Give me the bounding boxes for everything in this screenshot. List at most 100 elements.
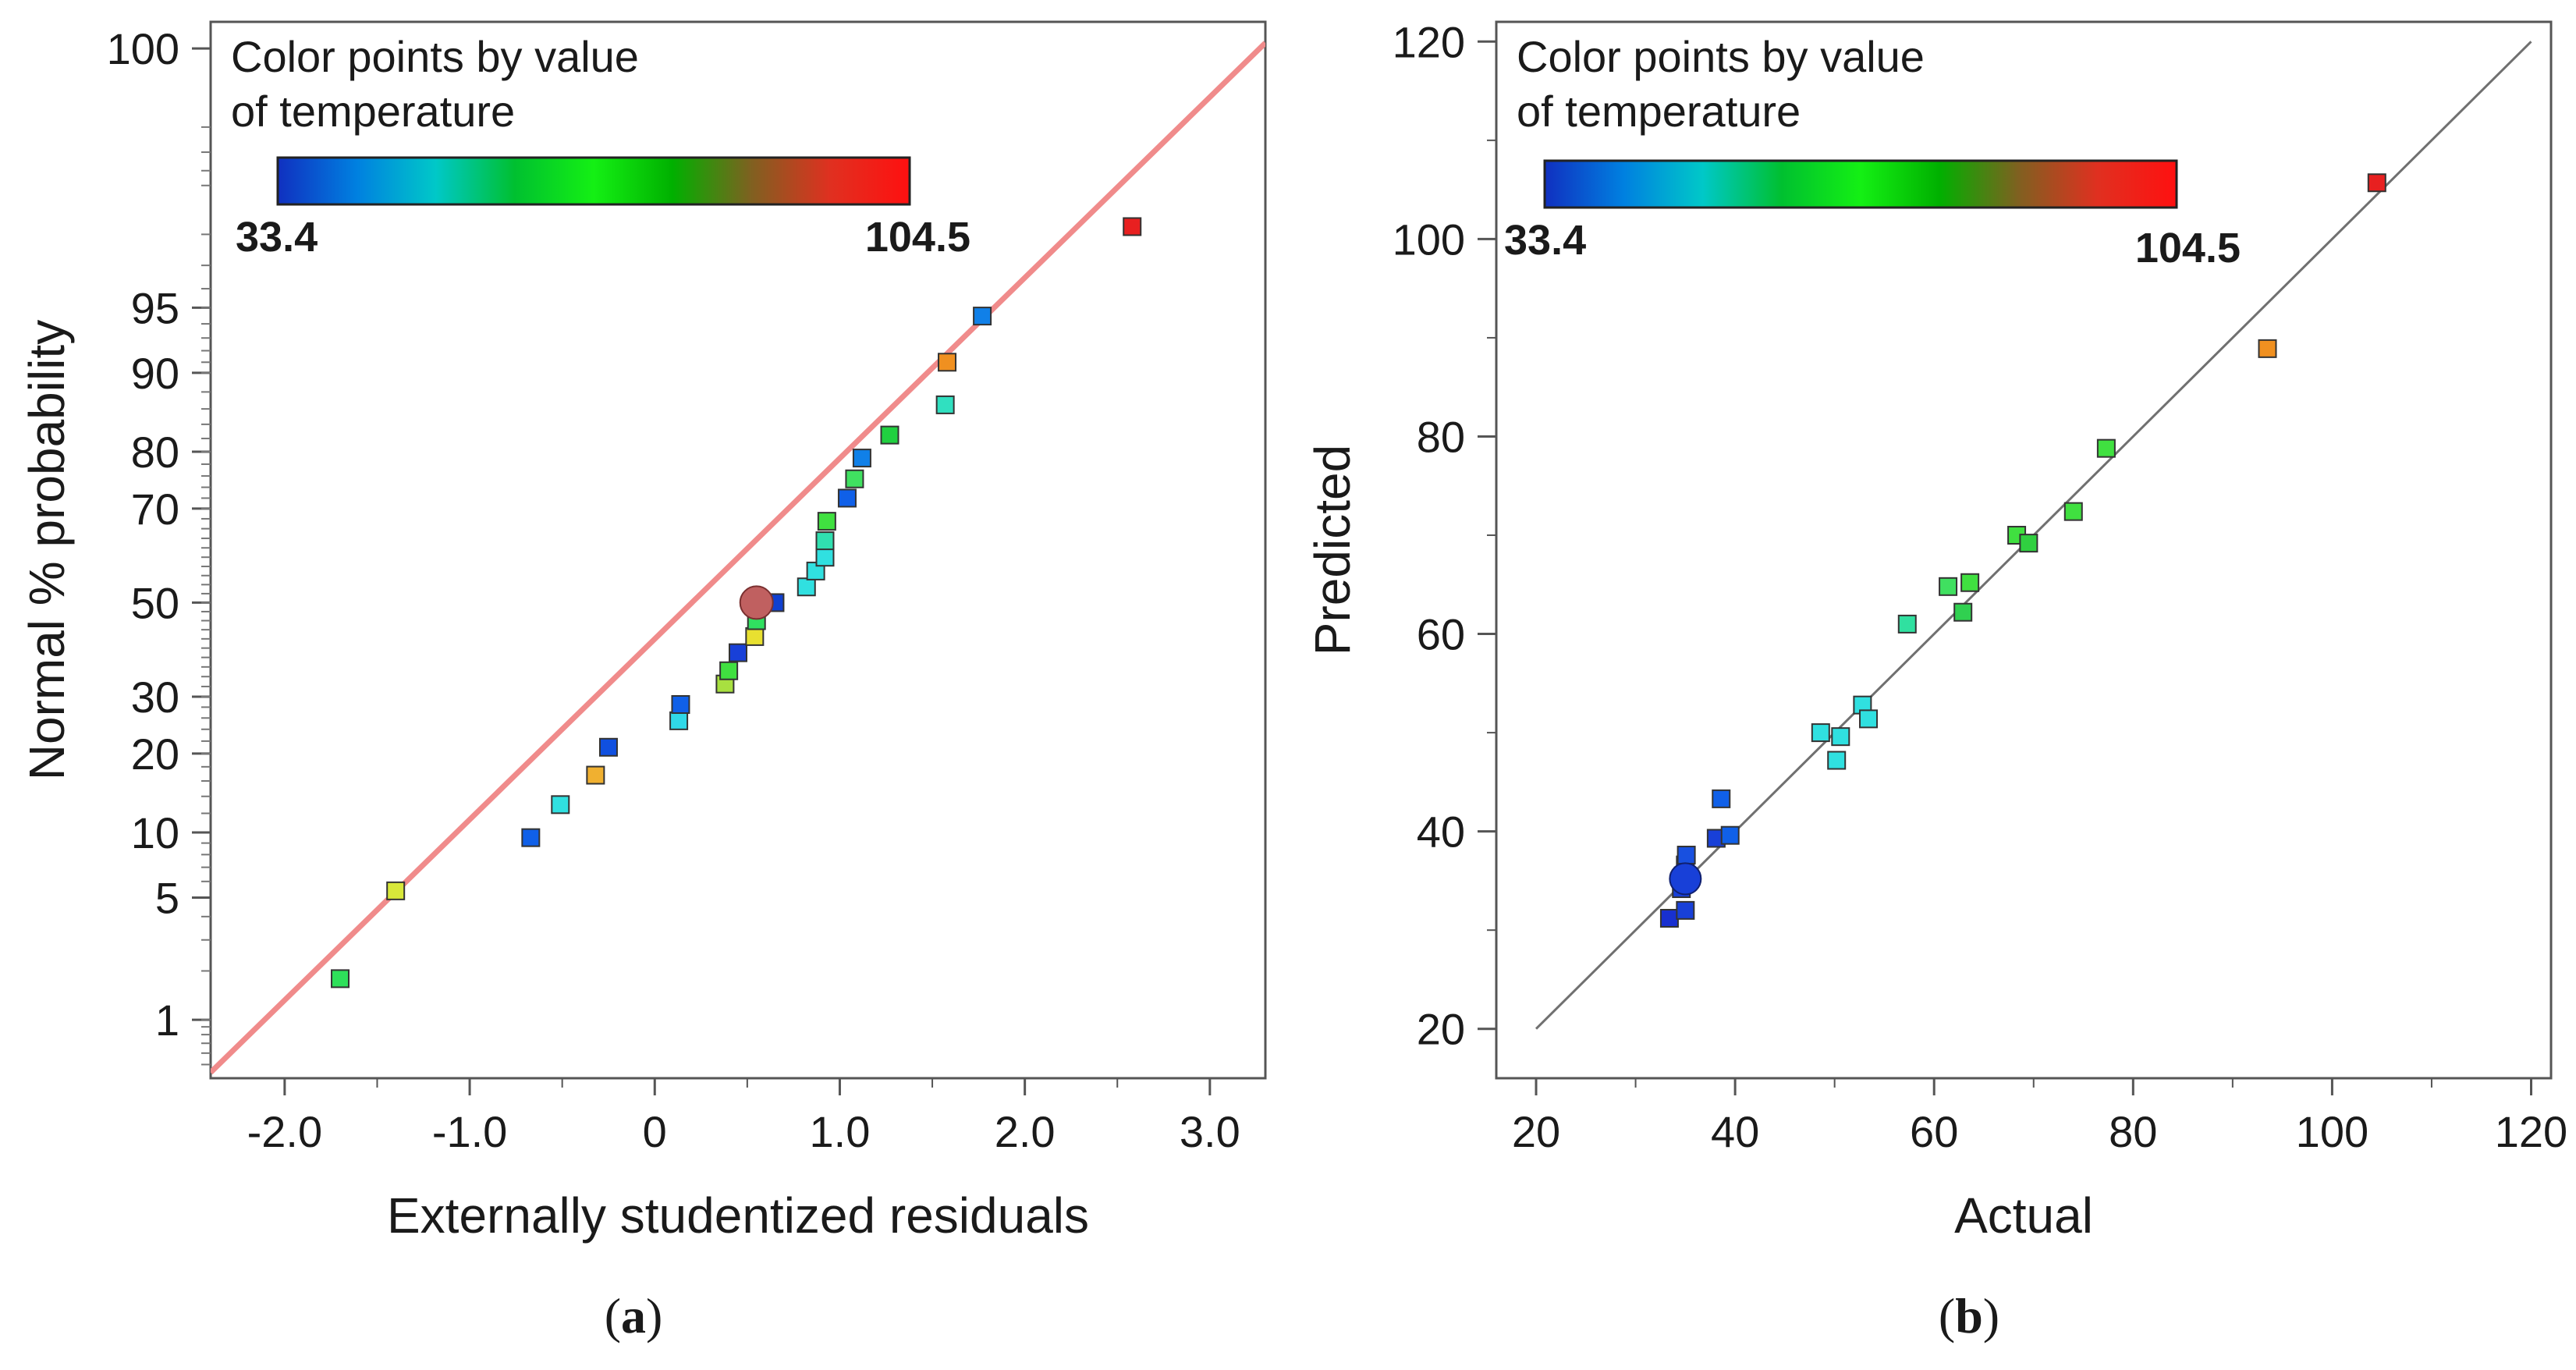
panel-b-data-point [1859,709,1879,729]
panel-b-highlight-point [1669,862,1702,896]
panel-b-data-point [1960,573,1980,592]
panel-a-data-point [815,548,835,567]
panel-a-legend-min-label: 33.4 [236,214,318,261]
panel-a-y-tick-label: 50 [131,578,179,627]
panel-a-data-point [719,661,739,680]
panel-b-legend-title-line-1: Color points by value [1517,32,1925,81]
panel-b-y-tick-label: 60 [1417,610,1465,659]
panel-b-data-point [1831,727,1850,747]
panel-b-data-point [1720,825,1740,845]
panel-b-x-tick-label: 20 [1512,1107,1560,1156]
panel-b-data-point [2019,534,2038,553]
panel-b-legend-min-label: 33.4 [1504,217,1586,264]
panel-a-data-point [331,969,350,988]
panel-a-color-legend: Color points by value of temperature 33.… [231,32,970,261]
panel-b-data-point [1659,909,1679,928]
panel-b-points [1659,173,2386,928]
panel-b-x-axis-title: Actual [1954,1187,2093,1244]
panel-a-data-point [845,469,864,488]
panel-b-data-point [1677,846,1696,865]
panel-a-reference-line [211,41,1265,1075]
panel-a-data-point [797,577,816,597]
panel-b-data-point [1712,789,1731,808]
panel-a-data-point [880,425,899,445]
panel-a-data-point [598,737,618,757]
panel-a-data-point [935,395,955,414]
panel-a-y-minor-ticks [201,126,211,1066]
panel-b-x-tick-label: 80 [2109,1107,2157,1156]
panel-b-y-tick-label: 80 [1417,412,1465,461]
panel-b-x-tick-label: 60 [1910,1107,1958,1156]
panel-a-data-point [1123,217,1142,236]
panel-b-y-axis: 20 40 60 80 100 120 [1393,17,1496,1054]
panel-a-x-tick-label: 2.0 [995,1107,1056,1156]
panel-a-data-point [973,307,992,326]
panel-a-y-tick-label: 70 [131,484,179,534]
panel-a-y-tick-label: 100 [107,24,179,73]
panel-a-data-point [586,765,605,785]
panel-a-x-tick-label: 3.0 [1180,1107,1240,1156]
panel-a-legend-title-line-1: Color points by value [231,32,639,81]
panel-a-y-tick-label: 10 [131,808,179,857]
panel-b-x-axis: 20 40 60 80 100 120 [1512,1078,2567,1156]
panel-b-y-tick-label: 120 [1393,17,1465,66]
panel-b-x-tick-label: 100 [2296,1107,2368,1156]
panel-a-legend-max-label: 104.5 [865,214,970,261]
panel-b-x-tick-label: 40 [1711,1107,1759,1156]
panel-b-data-point [2096,438,2116,458]
panel-b-data-point [1953,602,1973,622]
panel-a-data-point [551,795,570,815]
panel-a-caption-letter: a [621,1288,646,1343]
panel-a-y-axis: 1 5 10 20 30 50 70 80 90 95 100 [107,24,211,1045]
panel-b-data-point [1939,577,1958,596]
panel-a-legend-title-line-2: of temperature [231,87,515,136]
panel-a-data-point [852,449,871,468]
panel-a-x-axis-title: Externally studentized residuals [387,1187,1089,1244]
panel-a-data-point [745,626,765,646]
panel-b-data-point [1827,751,1847,770]
panel-a-y-tick-label: 20 [131,729,179,779]
panel-a-y-tick-label: 1 [155,996,179,1045]
panel-a-x-tick-label: -1.0 [432,1107,508,1156]
panel-b-predicted-vs-actual-plot: 20 40 60 80 100 120 20 40 60 80 100 120 Actual Pre… [1304,17,2567,1343]
panel-a-data-point [671,695,690,715]
panel-a-data-point [815,531,835,551]
panel-a-y-tick-label: 80 [131,428,179,477]
panel-a-x-tick-label: -2.0 [247,1107,323,1156]
panel-a-points [331,217,1142,988]
panel-b-color-legend: Color points by value of temperature 33.… [1504,32,2241,272]
panel-a-y-tick-label: 30 [131,673,179,722]
panel-a-y-tick-label: 95 [131,283,179,332]
panel-b-x-tick-label: 120 [2495,1107,2567,1156]
panel-a-data-point [669,711,689,730]
panel-b-caption-letter: b [1955,1288,1983,1343]
panel-a-data-point [729,643,747,662]
panel-a-y-tick-label: 90 [131,349,179,398]
panel-a-caption: (a) [605,1288,663,1343]
panel-b-data-point [1676,900,1695,920]
panel-a-data-point [938,353,957,372]
panel-b-y-tick-label: 20 [1417,1005,1465,1054]
panel-a-data-point [521,828,541,847]
panel-b-data-point [1811,723,1830,743]
panel-b-legend-color-bar [1543,159,2178,209]
panel-b-data-point [2258,339,2277,358]
panel-b-legend-max-label: 104.5 [2135,225,2241,272]
panel-a-data-point [817,512,836,531]
panel-a-x-axis: -2.0 -1.0 0 1.0 2.0 3.0 [247,1078,1240,1156]
panel-a-x-tick-label: 1.0 [810,1107,871,1156]
panel-b-y-axis-title: Predicted [1304,445,1361,655]
panel-b-legend-title-line-2: of temperature [1517,87,1801,136]
panel-a-data-point [837,488,857,508]
panel-b-data-point [1897,614,1917,634]
panel-b-caption: (b) [1939,1288,1999,1343]
panel-a-highlight-point [739,585,774,620]
panel-b-data-point [2063,502,2083,521]
panel-b-data-point [2367,173,2386,193]
panel-b-y-tick-label: 100 [1393,215,1465,264]
panel-a-data-point [386,881,406,900]
panel-b-y-tick-label: 40 [1417,807,1465,857]
panel-a-y-axis-title: Normal % probability [19,320,75,780]
panel-a-x-tick-label: 0 [643,1107,667,1156]
